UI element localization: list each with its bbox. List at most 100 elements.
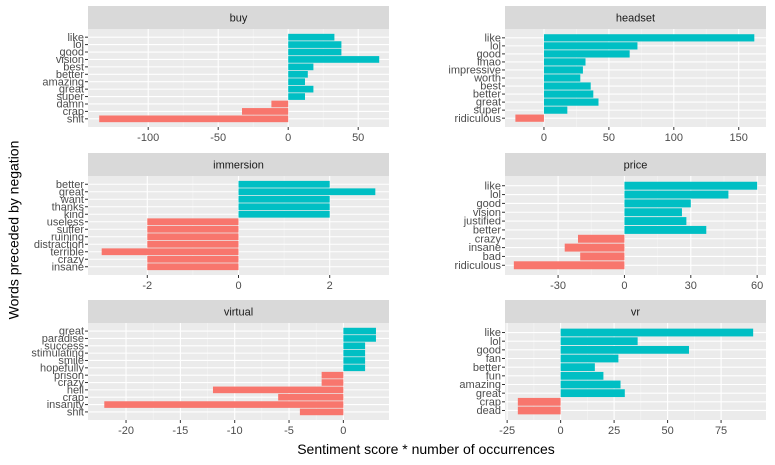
x-tick-label: 50	[661, 425, 673, 437]
bar-stimulating	[343, 349, 366, 357]
bar-shit	[299, 408, 344, 416]
facet-title: headset	[616, 13, 655, 25]
x-tick-label: 100	[665, 132, 683, 144]
bar-crap	[517, 397, 561, 406]
bar-fan	[560, 354, 619, 363]
facet-title: price	[624, 160, 648, 172]
bar-crazy	[147, 255, 239, 263]
bar-ruining	[147, 233, 239, 241]
category-label: vision	[56, 54, 84, 66]
facet-strip	[505, 153, 766, 176]
bar-good	[624, 199, 691, 208]
category-label: insane	[469, 242, 501, 254]
category-label: hopefully	[40, 362, 85, 374]
category-label: lol	[490, 189, 501, 201]
x-tick-label: -20	[118, 425, 134, 437]
facet-title: vr	[631, 307, 641, 319]
facet-title: buy	[230, 13, 248, 25]
y-axis-title-text: Words preceded by negation	[5, 140, 21, 320]
category-label: crazy	[58, 254, 85, 266]
category-label: prison	[54, 370, 84, 382]
bar-amazing	[560, 380, 621, 389]
facet-strip	[505, 6, 766, 29]
bar-distraction	[147, 240, 239, 248]
bar-amazing	[288, 78, 305, 86]
category-label: paradise	[42, 333, 84, 345]
x-axis-title: Sentiment score * number of occurrences	[297, 441, 555, 457]
category-label: useless	[47, 216, 85, 228]
category-label: fun	[486, 370, 501, 382]
category-label: suffer	[57, 224, 85, 236]
category-label: smile	[58, 355, 84, 367]
bar-great	[543, 98, 599, 106]
category-label: justified	[463, 216, 501, 228]
bar-insane	[147, 263, 239, 271]
facet-title: virtual	[224, 307, 253, 319]
bar-dead	[517, 406, 561, 415]
x-tick-label: -50	[210, 132, 226, 144]
category-label: lol	[490, 336, 501, 348]
bar-good	[288, 48, 342, 56]
bar-hopefully	[343, 364, 366, 372]
x-tick-label: 60	[751, 280, 763, 292]
facet-panel-immersion: immersion -2 0 2 bettergreatwantthankskindus…	[34, 153, 389, 292]
x-tick-label: 25	[608, 425, 620, 437]
category-label: success	[44, 340, 84, 352]
category-label: crazy	[475, 233, 502, 245]
bar-lol	[560, 337, 638, 346]
category-label: like	[484, 32, 501, 44]
category-label: hell	[67, 384, 84, 396]
bar-damn	[271, 100, 289, 108]
bar-crazy	[577, 234, 625, 243]
facet-panel-price: price-30 0 30 60likelolgoodvisionjustifiedb…	[455, 153, 766, 292]
bar-good	[560, 345, 689, 354]
bar-vision	[624, 208, 682, 217]
bar-best	[288, 63, 314, 71]
category-label: great	[59, 84, 84, 96]
category-label: great	[476, 97, 501, 109]
bar-crap	[278, 393, 344, 401]
category-label: crazy	[58, 377, 85, 389]
bar-better	[288, 70, 308, 78]
category-label: thanks	[52, 201, 85, 213]
category-label: good	[477, 198, 501, 210]
bar-hell	[212, 386, 344, 394]
category-label: ridiculous	[455, 113, 502, 125]
category-label: distraction	[34, 239, 84, 251]
bar-lol	[624, 190, 729, 199]
bar-suffer	[147, 225, 239, 233]
bar-great	[288, 85, 314, 93]
category-label: like	[67, 32, 84, 44]
category-label: crap	[63, 106, 84, 118]
x-tick-label: 0	[541, 132, 547, 144]
category-label: worth	[473, 73, 501, 85]
x-tick-label: 50	[603, 132, 615, 144]
x-tick-label: -10	[227, 425, 243, 437]
x-tick-label: -15	[172, 425, 188, 437]
category-label: best	[63, 61, 84, 73]
bar-vision	[288, 56, 380, 63]
category-label: insane	[52, 261, 84, 273]
bar-super	[288, 93, 305, 100]
bar-fun	[560, 371, 604, 380]
bar-ridiculous	[515, 114, 544, 122]
bar-lol	[288, 41, 342, 48]
category-label: crap	[63, 392, 84, 404]
category-label: good	[60, 47, 84, 59]
category-label: want	[60, 194, 84, 206]
bar-like	[543, 34, 755, 42]
category-label: better	[56, 69, 84, 81]
category-label: better	[473, 362, 501, 374]
bar-better	[238, 180, 330, 188]
x-tick-label: 0	[340, 425, 346, 437]
category-label: good	[477, 49, 501, 61]
bar-crap	[242, 108, 289, 115]
facet-strip	[505, 300, 766, 323]
category-label: better	[56, 179, 84, 191]
x-tick-label: 75	[715, 425, 727, 437]
category-label: great	[59, 326, 84, 338]
x-tick-label: 30	[685, 280, 697, 292]
category-label: better	[473, 225, 501, 237]
bar-like	[560, 328, 754, 337]
